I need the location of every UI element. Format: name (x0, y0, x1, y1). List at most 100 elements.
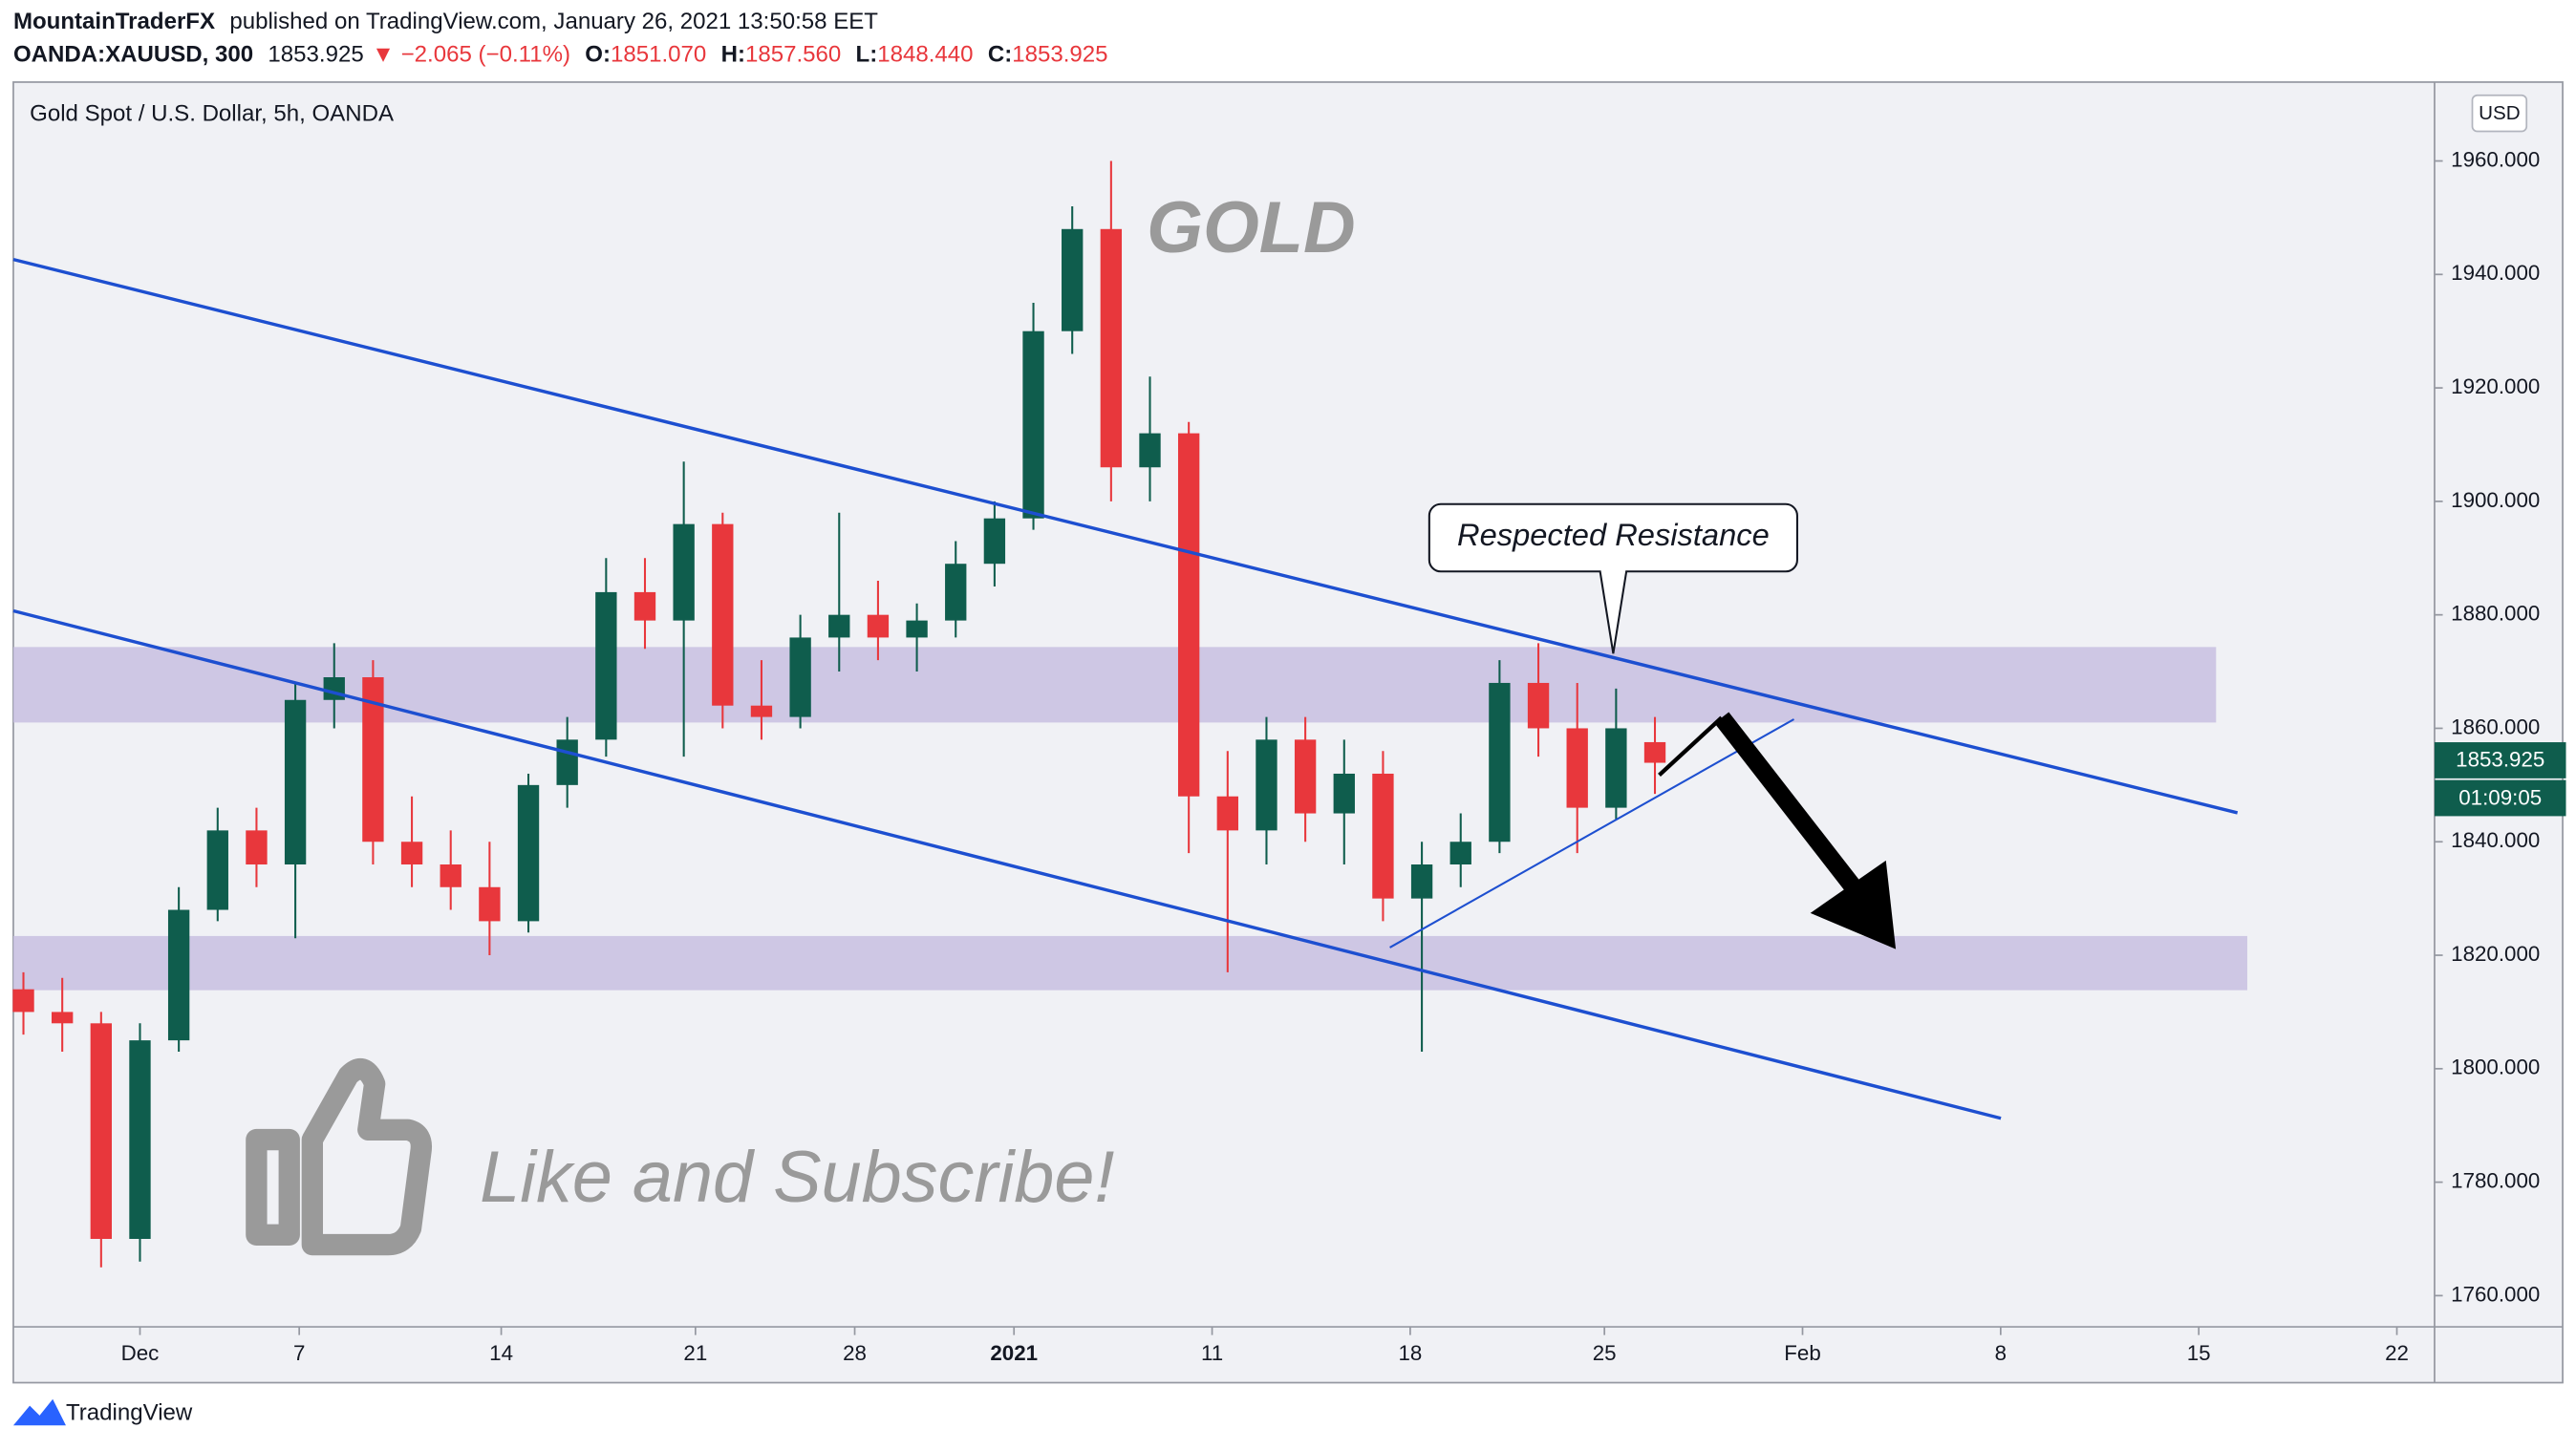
projection-arrow-shaft (1714, 712, 1860, 893)
callout-text: Respected Resistance (1457, 517, 1770, 552)
brand-text: TradingView (66, 1400, 193, 1426)
candle-body (323, 677, 345, 700)
x-tick-label: 25 (1593, 1341, 1617, 1365)
candle-body (246, 830, 268, 865)
candle-body (1256, 739, 1277, 831)
x-tick-label: 15 (2187, 1341, 2211, 1365)
candle-body (129, 1040, 151, 1240)
y-tick-label: 1880.000 (2451, 602, 2540, 626)
candle-body (945, 564, 967, 621)
candle-body (1527, 682, 1550, 729)
subscribe-text: Like and Subscribe! (480, 1138, 1114, 1218)
y-tick-label: 1960.000 (2451, 147, 2540, 171)
header-line-1: MountainTraderFX published on TradingVie… (13, 9, 878, 34)
projection-up (1658, 715, 1724, 778)
thumb-hand (301, 1058, 433, 1256)
y-tick-label: 1840.000 (2451, 828, 2540, 852)
x-tick-label: 14 (489, 1341, 513, 1365)
brand: TradingView (12, 1398, 193, 1426)
lower-channel-line (12, 608, 2002, 1120)
candle-body (12, 989, 34, 1013)
candle-body (479, 886, 501, 922)
y-tick-label: 1940.000 (2451, 261, 2540, 285)
candle-body (1333, 773, 1355, 814)
y-tick-label: 1780.000 (2451, 1169, 2540, 1193)
c-value: 1853.925 (1012, 42, 1107, 68)
candle-body (1216, 796, 1238, 831)
countdown-tag (2434, 779, 2566, 817)
candle-body (1643, 741, 1666, 763)
price-tag (2434, 742, 2566, 778)
candle-body (595, 591, 617, 740)
x-tick-label: 18 (1398, 1341, 1422, 1365)
candle-body (284, 699, 307, 865)
candle-body (1489, 682, 1511, 842)
o-label: O: (585, 42, 611, 68)
x-tick-label: 8 (1995, 1341, 2007, 1365)
candle-body (1294, 739, 1317, 814)
x-tick-label: Dec (121, 1341, 160, 1365)
x-tick-label: 28 (843, 1341, 867, 1365)
callout-box (1428, 502, 1798, 654)
brand-logo (12, 1398, 66, 1426)
candle-body (712, 523, 734, 706)
x-tick-label: 7 (293, 1341, 305, 1365)
upper-channel-line (12, 257, 2239, 815)
x-tick-label: 21 (683, 1341, 707, 1365)
candle-body (1177, 433, 1200, 797)
o-value: 1851.070 (611, 42, 706, 68)
candle-body (1372, 773, 1394, 899)
candle-body (400, 842, 423, 865)
trend-line (1389, 718, 1795, 949)
candle-body (1100, 228, 1123, 468)
x-tick-label: 2021 (990, 1341, 1038, 1365)
y-tick-label: 1900.000 (2451, 488, 2540, 512)
axes: 1760.000 1780.000 1800.000 1820.000 1840.000… (121, 147, 2541, 1365)
l-label: L: (856, 42, 878, 68)
candle-body (1139, 433, 1161, 468)
candle-body (440, 864, 462, 887)
candle-body (750, 705, 773, 717)
author: MountainTraderFX (13, 9, 215, 34)
h-value: 1857.560 (745, 42, 841, 68)
y-tick-label: 1760.000 (2451, 1282, 2540, 1306)
candle-body (867, 614, 890, 638)
candle-body (1605, 728, 1627, 808)
projection-arrow-head (1810, 860, 1897, 949)
candle-body (167, 909, 190, 1041)
support-zone (12, 935, 2247, 991)
candles (12, 160, 1666, 1268)
candle-body (1410, 864, 1433, 899)
currency-label[interactable]: USD (2479, 102, 2521, 124)
h-label: H: (721, 42, 745, 68)
x-tick-label: 22 (2385, 1341, 2409, 1365)
candle-body (1566, 728, 1588, 808)
last-price: 1853.925 (268, 42, 363, 68)
thumb-icon (246, 1058, 433, 1256)
drawings: Respected Resistance GOLD Like and Subsc… (12, 188, 2239, 1256)
x-tick-label: 11 (1201, 1341, 1223, 1365)
l-value: 1848.440 (877, 42, 973, 68)
candle-body (1449, 842, 1471, 865)
thumb-cuff (246, 1128, 300, 1246)
y-tick-label: 1920.000 (2451, 374, 2540, 398)
candle-body (90, 1023, 113, 1240)
candle-body (362, 677, 384, 842)
price-tag-text: 1853.925 (2456, 748, 2544, 772)
c-label: C: (988, 42, 1012, 68)
currency-button[interactable] (2471, 94, 2528, 133)
candle-body (206, 830, 228, 910)
change: ▼ −2.065 (−0.11%) (372, 42, 570, 68)
candle-body (556, 739, 578, 785)
header-line-2: OANDA:XAUUSD, 300 1853.925 ▼ −2.065 (−0.… (13, 42, 1108, 68)
candle-body (983, 518, 1006, 565)
candle-body (517, 784, 540, 922)
candle-body (1062, 228, 1084, 331)
y-tick-label: 1860.000 (2451, 714, 2540, 738)
x-tick-label: Feb (1784, 1341, 1820, 1365)
gold-watermark: GOLD (1147, 188, 1355, 268)
countdown-text: 01:09:05 (2458, 785, 2542, 809)
chart-frame (12, 81, 2564, 1384)
chart-title: Gold Spot / U.S. Dollar, 5h, OANDA (30, 101, 394, 127)
